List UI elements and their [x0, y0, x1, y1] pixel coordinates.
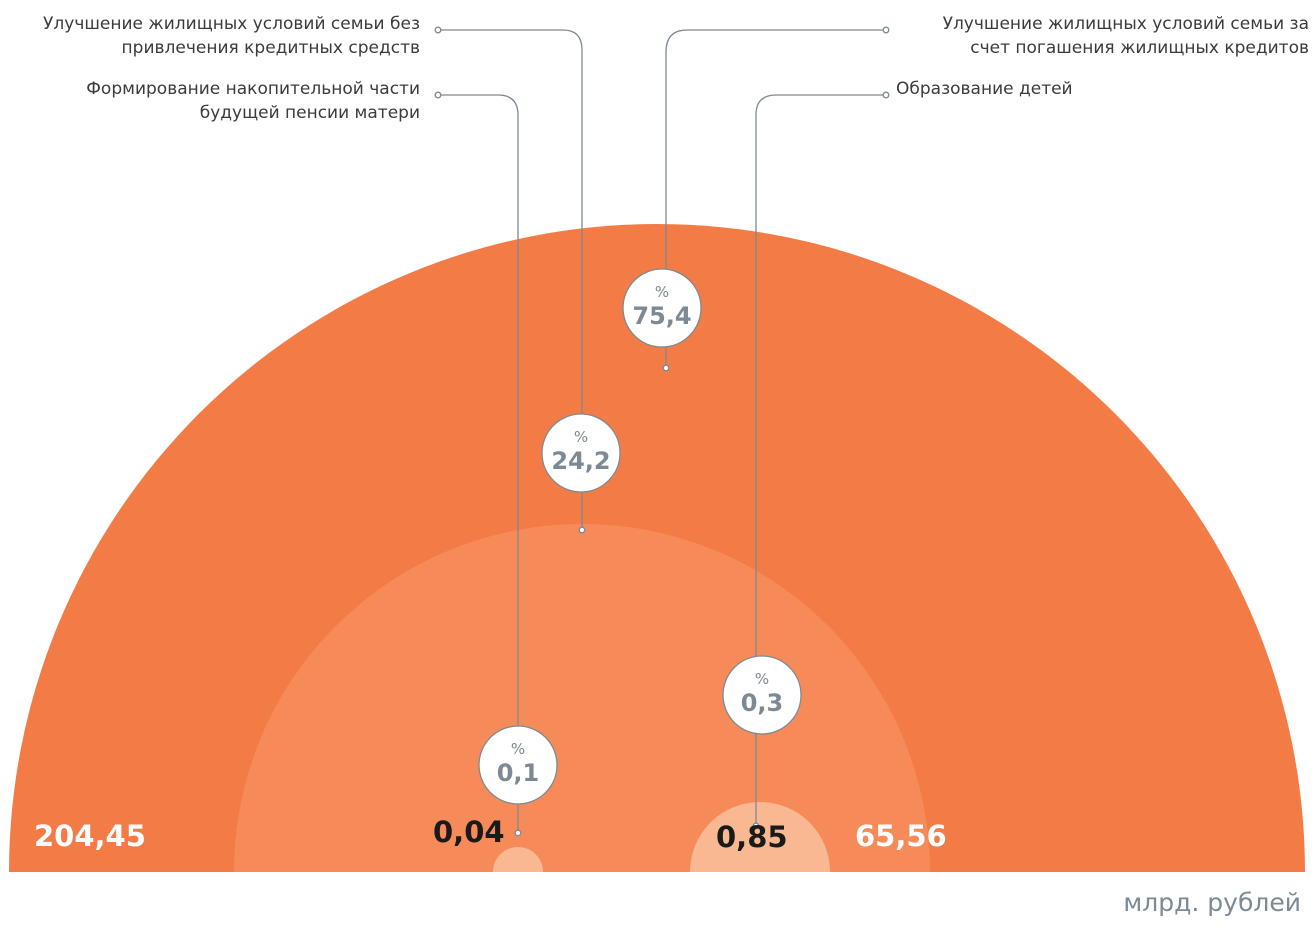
slice-education [690, 802, 830, 872]
value-label: 204,45 [34, 819, 146, 853]
slice-pension [493, 847, 543, 872]
value-label: 0,04 [433, 815, 505, 849]
percent-value: 0,1 [497, 759, 540, 787]
percent-symbol: % [511, 740, 525, 758]
percent-value: 24,2 [551, 447, 610, 475]
percent-bubble-circle [722, 655, 802, 735]
percent-symbol: % [755, 670, 769, 688]
percent-bubble: %24,2 [541, 413, 621, 493]
legend-label-housing-no-credit: Улучшение жилищных условий семьи без при… [43, 12, 420, 60]
leader-housing-credit-end-dot [662, 364, 670, 372]
value-label: 0,85 [716, 820, 788, 854]
leader-education-start-dot [882, 91, 890, 99]
percent-bubble: %0,3 [722, 655, 802, 735]
legend-line-1: Образование детей [896, 79, 1073, 99]
percent-value: 75,4 [632, 302, 691, 330]
percent-bubble: %0,1 [478, 725, 558, 805]
leader-housing-no-credit-end-dot [578, 526, 586, 534]
leader-pension-end-dot [514, 829, 522, 837]
percent-bubble: %75,4 [622, 268, 702, 348]
leader-education-end-dot [752, 822, 760, 830]
value-label: 65,56 [855, 819, 947, 853]
percent-value: 0,3 [741, 689, 784, 717]
legend-label-housing-credit: Улучшение жилищных условий семьи за счет… [943, 12, 1309, 60]
percent-bubble-circle [622, 268, 702, 348]
leader-housing-no-credit [438, 29, 583, 530]
legend-line-2: привлечения кредитных средств [121, 38, 420, 58]
legend-line-2: будущей пенсии матери [199, 103, 420, 123]
leader-education [755, 94, 886, 826]
leader-housing-credit-start-dot [882, 26, 890, 34]
leader-housing-credit [665, 29, 886, 368]
legend-label-pension: Формирование накопительной части будущей… [86, 77, 420, 125]
percent-bubble-circle [541, 413, 621, 493]
legend-line-1: Улучшение жилищных условий семьи за [942, 14, 1309, 34]
leader-housing-no-credit-start-dot [434, 26, 442, 34]
unit-label: млрд. рублей [1123, 888, 1301, 917]
legend-line-1: Формирование накопительной части [86, 79, 420, 99]
legend-line-1: Улучшение жилищных условий семьи без [43, 14, 420, 34]
percent-symbol: % [655, 283, 669, 301]
legend-label-education: Образование детей [896, 77, 1073, 101]
percent-symbol: % [574, 428, 588, 446]
percent-bubble-circle [478, 725, 558, 805]
legend-line-2: счет погашения жилищных кредитов [970, 38, 1309, 58]
leader-pension [438, 94, 519, 833]
leader-pension-start-dot [434, 91, 442, 99]
